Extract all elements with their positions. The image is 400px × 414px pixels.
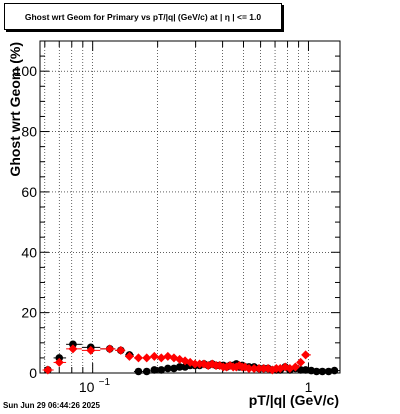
data-point (254, 363, 264, 373)
x-axis-label: pT/|q| (GeV/c) (249, 392, 339, 408)
data-point (175, 363, 184, 371)
data-point (134, 367, 143, 376)
y-tick-label: 60 (21, 184, 37, 200)
data-point (105, 344, 115, 354)
data-point (324, 367, 333, 376)
data-point (150, 366, 159, 374)
data-point (244, 363, 254, 373)
data-point (124, 351, 134, 361)
data-point (296, 357, 306, 367)
data-point (301, 366, 310, 374)
data-point (249, 363, 259, 373)
x-tick-label: 1 (305, 379, 313, 395)
data-point (116, 345, 126, 355)
y-tick-label: 80 (21, 124, 37, 140)
x-tick-label: 10 (79, 379, 95, 395)
y-tick-label: 20 (21, 305, 37, 321)
data-point (55, 354, 64, 362)
data-point (312, 367, 321, 376)
data-point (68, 344, 78, 354)
data-point (133, 353, 143, 363)
data-point (142, 367, 151, 376)
data-point (190, 359, 200, 369)
data-point (69, 340, 77, 349)
timestamp: Sun Jun 29 06:44:26 2025 (3, 401, 100, 410)
data-point (156, 353, 166, 363)
x-tick-label-exponent: −1 (99, 377, 111, 388)
data-point (86, 345, 96, 355)
data-point (164, 364, 172, 373)
y-tick-label: 100 (14, 63, 38, 79)
series-1 (42, 344, 311, 375)
data-point (43, 365, 53, 375)
y-axis-label: Ghost wrt Geom (%) (7, 42, 23, 177)
data-point (318, 367, 327, 376)
data-point (290, 362, 300, 372)
data-point (142, 353, 152, 363)
data-point (330, 366, 339, 375)
y-tick-label: 0 (29, 365, 37, 381)
y-tick-label: 40 (21, 244, 37, 260)
plot-frame (39, 40, 341, 374)
data-point (163, 351, 173, 361)
data-point (54, 357, 64, 367)
data-point (149, 351, 159, 361)
data-point (170, 364, 178, 373)
data-point (157, 366, 166, 374)
chart-title: Ghost wrt Geom for Primary vs pT/|q| (Ge… (4, 3, 282, 30)
data-point (301, 350, 311, 360)
